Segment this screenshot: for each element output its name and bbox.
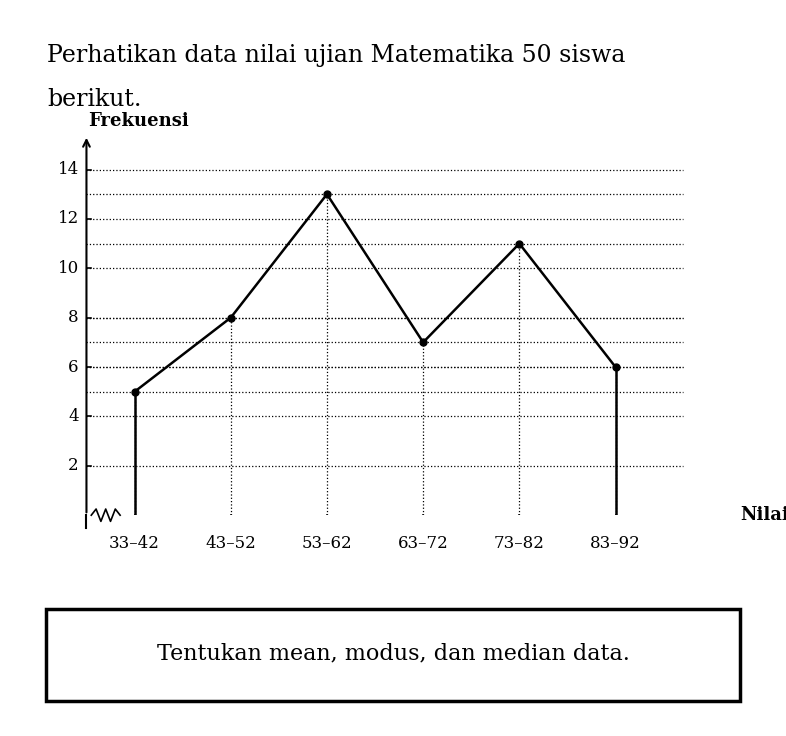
Text: Tentukan mean, modus, dan median data.: Tentukan mean, modus, dan median data. xyxy=(156,642,630,664)
Text: 4: 4 xyxy=(68,408,79,425)
Text: Nilai: Nilai xyxy=(740,506,786,524)
Text: 53–62: 53–62 xyxy=(302,535,352,552)
Text: 6: 6 xyxy=(68,358,79,375)
Text: Perhatikan data nilai ujian Matematika 50 siswa: Perhatikan data nilai ujian Matematika 5… xyxy=(47,44,626,67)
FancyBboxPatch shape xyxy=(46,609,740,701)
Text: 8: 8 xyxy=(68,309,79,326)
Text: Frekuensi: Frekuensi xyxy=(88,112,189,130)
Text: 12: 12 xyxy=(57,210,79,227)
Text: 63–72: 63–72 xyxy=(398,535,449,552)
Text: 83–92: 83–92 xyxy=(590,535,641,552)
Text: 43–52: 43–52 xyxy=(205,535,256,552)
Text: 2: 2 xyxy=(68,457,79,474)
Text: berikut.: berikut. xyxy=(47,88,141,111)
Text: 73–82: 73–82 xyxy=(494,535,545,552)
Text: 10: 10 xyxy=(57,260,79,277)
Text: 33–42: 33–42 xyxy=(109,535,160,552)
Text: 14: 14 xyxy=(57,161,79,178)
